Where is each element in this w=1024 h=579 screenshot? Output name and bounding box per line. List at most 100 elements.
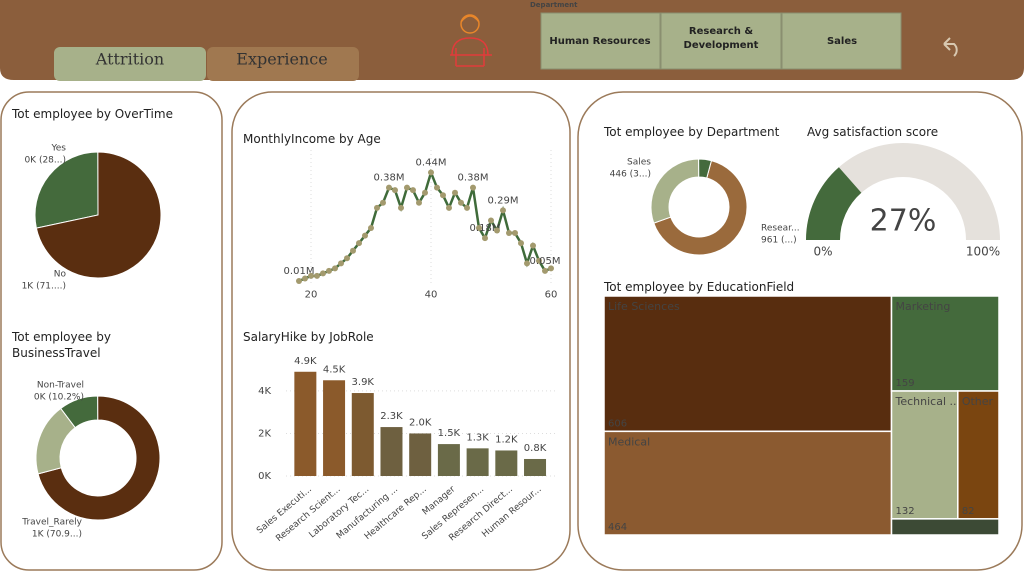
data-label: 2.0K bbox=[409, 417, 432, 428]
slice-category: Non-Travel bbox=[37, 381, 84, 391]
marker bbox=[542, 267, 548, 274]
marker bbox=[392, 187, 398, 194]
slice bbox=[35, 151, 162, 279]
data-label: 0.44M bbox=[416, 158, 447, 169]
marker bbox=[530, 242, 536, 249]
marker bbox=[440, 192, 446, 199]
chart-title: SalaryHike by JobRole bbox=[243, 330, 374, 344]
marker bbox=[308, 272, 314, 279]
chart-title: Tot employee by Department bbox=[604, 125, 780, 139]
slice-category: Travel_Rarely bbox=[21, 518, 82, 528]
treemap-cell bbox=[890, 390, 959, 520]
marker bbox=[536, 257, 542, 264]
slice bbox=[35, 407, 76, 475]
gauge-tick-label: 0% bbox=[813, 245, 832, 259]
tab-label[interactable]: Attrition bbox=[95, 50, 164, 69]
marker bbox=[470, 184, 476, 191]
slicer-label-box[interactable]: Research & Development bbox=[665, 25, 777, 59]
marker bbox=[374, 204, 380, 211]
slicer-button[interactable] bbox=[540, 12, 661, 70]
cell-value: 159 bbox=[896, 378, 915, 389]
slice-label: 0K (28...) bbox=[24, 156, 66, 166]
slicer-label[interactable]: Sales bbox=[827, 36, 857, 47]
slicer-button[interactable] bbox=[781, 12, 902, 70]
person-icon bbox=[450, 14, 492, 67]
marker bbox=[380, 199, 386, 206]
marker bbox=[302, 275, 308, 282]
marker bbox=[362, 232, 368, 239]
bar bbox=[323, 380, 346, 476]
data-label: 0.01M bbox=[284, 266, 315, 277]
marker bbox=[428, 169, 434, 176]
marker bbox=[446, 204, 452, 211]
marker bbox=[458, 199, 464, 206]
cell-label: Marketing bbox=[896, 300, 951, 313]
data-label: 1.5K bbox=[438, 428, 461, 439]
cell-label: Other bbox=[962, 395, 994, 408]
bar bbox=[380, 427, 403, 476]
gauge-tick-label: 100% bbox=[966, 245, 1000, 259]
slicer-label[interactable]: Research & Development bbox=[683, 26, 759, 51]
marker bbox=[524, 260, 530, 267]
marker bbox=[518, 240, 524, 247]
slice-category: Sales bbox=[627, 158, 651, 168]
chart-title: MonthlyIncome by Age bbox=[243, 132, 381, 146]
slice bbox=[34, 151, 99, 229]
bar bbox=[524, 458, 547, 476]
marker bbox=[500, 207, 506, 214]
y-tick-label: 2K bbox=[258, 428, 271, 439]
data-label: 4.5K bbox=[323, 364, 346, 375]
data-label: 3.9K bbox=[352, 377, 375, 388]
marker bbox=[326, 267, 332, 274]
data-label: 0.8K bbox=[524, 443, 547, 454]
cell-value: 132 bbox=[896, 506, 915, 517]
slice-category: No bbox=[54, 270, 67, 280]
cell-value: 606 bbox=[608, 418, 627, 429]
data-label: 0.29M bbox=[488, 195, 519, 206]
marker bbox=[332, 265, 338, 272]
gauge-track bbox=[806, 143, 1000, 240]
data-label: 4.9K bbox=[294, 356, 317, 367]
tab-attrition[interactable] bbox=[54, 47, 206, 81]
data-label: 2.3K bbox=[380, 411, 403, 422]
marker bbox=[482, 235, 488, 242]
slice-label: 446 (3...) bbox=[610, 170, 651, 180]
marker bbox=[422, 189, 428, 196]
data-label: 0.05M bbox=[530, 256, 561, 267]
slice-label: 1K (70.9...) bbox=[32, 530, 82, 540]
marker bbox=[506, 230, 512, 237]
marker bbox=[386, 184, 392, 191]
slice bbox=[653, 160, 748, 256]
bar bbox=[495, 450, 518, 476]
marker bbox=[338, 260, 344, 267]
treemap-cell bbox=[603, 295, 893, 433]
marker bbox=[434, 184, 440, 191]
marker bbox=[350, 247, 356, 254]
slice-category: Yes bbox=[50, 144, 66, 154]
slicer-label[interactable]: Human Resources bbox=[549, 36, 650, 47]
bar bbox=[466, 448, 489, 476]
y-tick-label: 4K bbox=[258, 386, 271, 397]
data-label: 0.18M bbox=[470, 223, 501, 234]
slicer-button[interactable] bbox=[660, 12, 782, 70]
back-button[interactable] bbox=[943, 37, 958, 57]
data-label: 0.38M bbox=[458, 173, 489, 184]
tab-label[interactable]: Experience bbox=[236, 50, 327, 69]
slice-label: 1K (71....) bbox=[22, 282, 66, 292]
treemap-cell bbox=[890, 518, 1000, 536]
gauge-value bbox=[806, 167, 862, 240]
slicer-title: Department bbox=[530, 1, 578, 9]
gauge-label: 27% bbox=[870, 204, 937, 239]
cell-value: 464 bbox=[608, 522, 627, 533]
x-tick-label: 60 bbox=[545, 290, 558, 301]
marker bbox=[398, 204, 404, 211]
tab-experience[interactable] bbox=[207, 47, 359, 81]
bar bbox=[437, 444, 460, 476]
bar bbox=[409, 433, 432, 476]
cell-label: Technical ... bbox=[895, 395, 961, 408]
marker bbox=[548, 265, 554, 272]
data-label: 0.38M bbox=[374, 173, 405, 184]
marker bbox=[356, 240, 362, 247]
marker bbox=[512, 230, 518, 237]
